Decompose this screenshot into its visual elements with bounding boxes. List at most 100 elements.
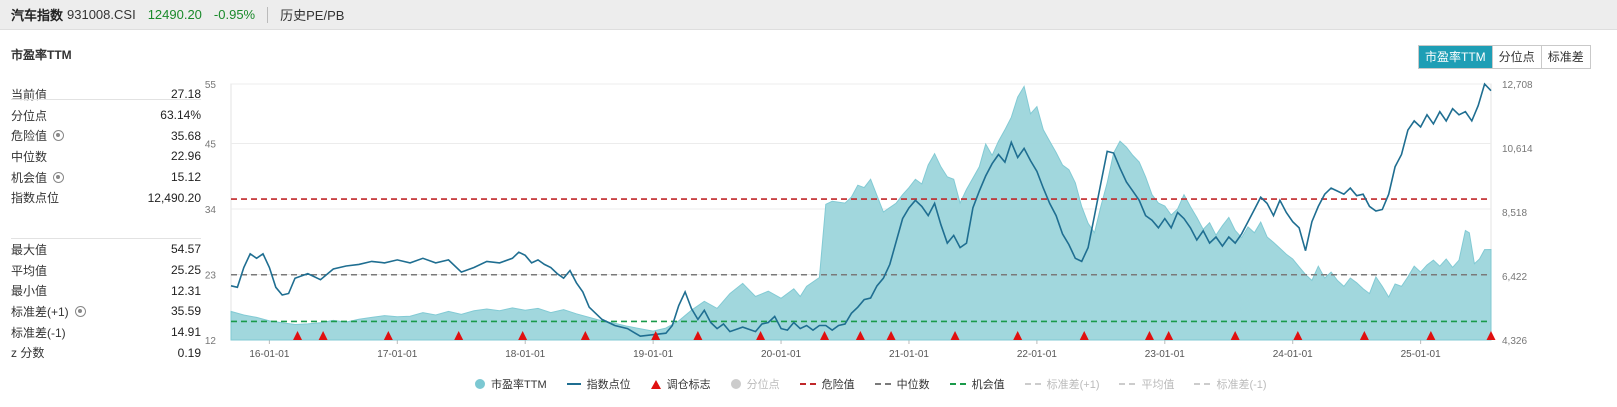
stat-label-text: 中位数	[11, 149, 48, 164]
legend-label: 标准差(+1)	[1046, 379, 1100, 391]
rebalance-marker	[1359, 331, 1369, 340]
pe-ttm-area	[230, 85, 1492, 341]
rebalance-marker	[693, 331, 703, 340]
x-tick-label: 20-01-01	[761, 349, 801, 360]
legend-item[interactable]: 指数点位	[566, 376, 631, 392]
rebalance-marker	[580, 331, 590, 340]
legend-item[interactable]: 市盈率TTM	[475, 376, 547, 392]
stat-row: 中位数 22.96	[11, 146, 201, 167]
stat-label-text: 平均值	[11, 263, 48, 278]
stat-row: 指数点位 12,490.20	[11, 187, 201, 208]
stat-label: 标准差(+1)	[11, 303, 86, 320]
legend-item[interactable]: 分位点	[730, 376, 780, 392]
stats-summary: 当前值 27.18 分位点 63.14% 危险值 35.68 中位数 22.96 机会值 15.1…	[11, 84, 201, 208]
stat-label-text: 最大值	[11, 242, 48, 257]
rebalance-marker	[855, 331, 865, 340]
y-right-tick: 4,326	[1502, 336, 1527, 347]
y-left-tick: 45	[205, 140, 217, 151]
legend-item[interactable]: 平均值	[1119, 376, 1174, 392]
stat-label: 最小值	[11, 282, 47, 299]
stat-row: 机会值 15.12	[11, 167, 201, 188]
legend-label: 中位数	[896, 379, 930, 391]
rebalance-marker	[518, 331, 528, 340]
x-tick-label: 21-01-01	[889, 349, 929, 360]
stat-value: 35.59	[170, 304, 201, 319]
legend-symbol-dash	[1119, 383, 1136, 385]
stat-value: 35.68	[170, 128, 201, 143]
legend-item[interactable]: 机会值	[949, 376, 1005, 392]
legend-symbol-dash	[1194, 383, 1211, 385]
gear-icon[interactable]	[74, 305, 86, 317]
legend-item[interactable]: 危险值	[799, 376, 855, 392]
stat-label: 当前值	[11, 86, 47, 103]
y-right-tick: 10,614	[1502, 144, 1533, 155]
x-tick-label: 16-01-01	[249, 349, 289, 360]
stat-label-text: 危险值	[11, 129, 48, 144]
metric-title: 市盈率TTM	[11, 48, 72, 62]
stat-row: 当前值 27.18	[11, 84, 201, 105]
y-right-tick: 6,422	[1502, 272, 1527, 283]
legend-symbol-dot	[475, 379, 485, 389]
stat-value: 14.91	[170, 325, 201, 340]
x-tick-label: 24-01-01	[1273, 349, 1313, 360]
legend-item[interactable]: 标准差(-1)	[1194, 376, 1267, 392]
rebalance-marker	[1013, 331, 1023, 340]
legend-symbol-dash	[799, 383, 816, 385]
x-tick-label: 22-01-01	[1017, 349, 1057, 360]
stat-label-text: 标准差(+1)	[11, 304, 69, 319]
y-right-tick: 12,708	[1502, 80, 1533, 91]
stat-row: 分位点 63.14%	[11, 105, 201, 126]
stat-label-text: 分位点	[11, 108, 48, 123]
history-pe-pb-link[interactable]: 历史PE/PB	[280, 8, 345, 23]
tab-pe-ttm[interactable]: 市盈率TTM	[1419, 46, 1492, 68]
rebalance-marker	[1293, 331, 1303, 340]
tab-percentile[interactable]: 分位点	[1491, 46, 1541, 68]
stat-value: 0.19	[177, 345, 201, 360]
gear-icon[interactable]	[53, 130, 65, 142]
stat-row: 最小值 12.31	[11, 280, 201, 301]
index-name: 汽车指数	[11, 8, 64, 23]
stat-label: 标准差(-1)	[11, 324, 66, 341]
tab-std-dev[interactable]: 标准差	[1540, 46, 1590, 68]
stat-row: z 分数 0.19	[11, 342, 201, 363]
stat-value: 12.31	[170, 283, 201, 298]
stat-row: 危险值 35.68	[11, 125, 201, 146]
y-left-tick: 55	[205, 80, 217, 91]
x-tick-label: 25-01-01	[1401, 349, 1441, 360]
rebalance-marker	[950, 331, 960, 340]
rebalance-marker	[756, 331, 766, 340]
index-change: -0.95%	[213, 7, 256, 22]
stat-label: 最大值	[11, 241, 47, 258]
legend-label: 市盈率TTM	[491, 379, 547, 391]
stat-label: 机会值	[11, 169, 65, 186]
stat-value: 12,490.20	[147, 190, 201, 205]
y-right-tick: 8,518	[1502, 208, 1527, 219]
stat-label: 危险值	[11, 127, 65, 144]
stat-row: 平均值 25.25	[11, 260, 201, 281]
header-separator	[267, 6, 269, 23]
stat-label-text: 机会值	[11, 170, 48, 185]
stat-label-text: z 分数	[11, 346, 45, 361]
rebalance-marker	[1486, 331, 1496, 340]
index-price: 12490.20	[147, 7, 202, 22]
stat-label: 中位数	[11, 148, 47, 165]
stat-label-text: 最小值	[11, 284, 48, 299]
x-tick-label: 23-01-01	[1145, 349, 1185, 360]
legend-symbol-dot	[730, 379, 741, 389]
stat-label: 分位点	[11, 107, 47, 124]
x-tick-label: 19-01-01	[633, 349, 673, 360]
header-bar: 汽车指数 931008.CSI 12490.20 -0.95% 历史PE/PB	[0, 0, 1617, 30]
legend-item[interactable]: 中位数	[874, 376, 930, 392]
legend-item[interactable]: 调仓标志	[650, 376, 711, 392]
stat-label-text: 当前值	[11, 87, 48, 102]
x-tick-label: 17-01-01	[377, 349, 417, 360]
stat-label: 指数点位	[11, 189, 59, 206]
rebalance-marker	[1230, 331, 1240, 340]
legend-item[interactable]: 标准差(+1)	[1024, 376, 1100, 392]
legend-label: 平均值	[1141, 379, 1175, 391]
rebalance-marker	[886, 331, 896, 340]
stats-history: 最大值 54.57 平均值 25.25 最小值 12.31 标准差(+1) 35.59 标准差(…	[11, 239, 201, 363]
gear-icon[interactable]	[53, 171, 65, 183]
stat-label: 平均值	[11, 262, 47, 279]
